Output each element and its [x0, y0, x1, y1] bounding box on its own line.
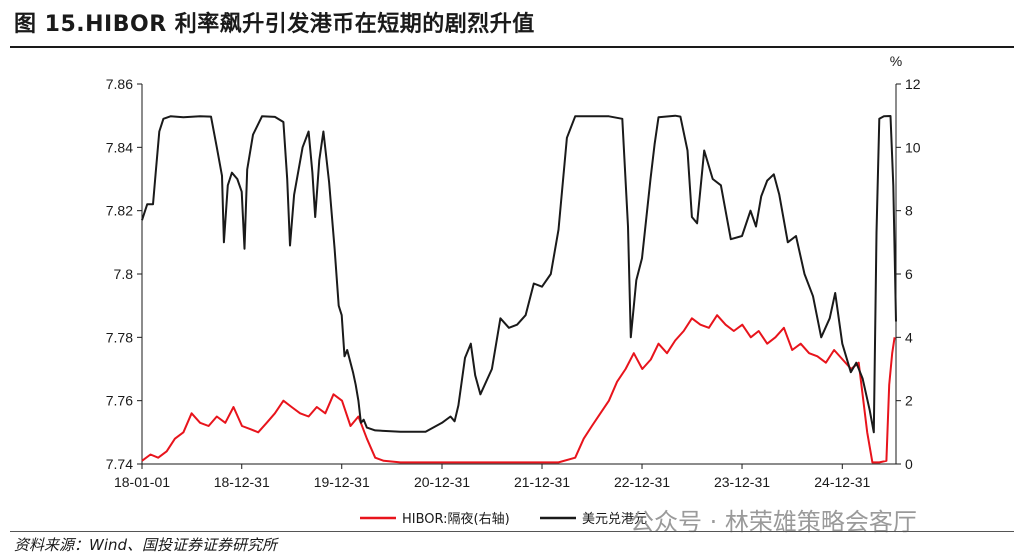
chart-legend: HIBOR:隔夜(右轴) 美元兑港元 — [360, 512, 647, 527]
legend-label-usdhkd: 美元兑港元 — [582, 512, 647, 527]
x-tick-label: 21-12-31 — [514, 474, 570, 490]
x-tick-label: 23-12-31 — [714, 474, 770, 490]
left-y-tick-label: 7.84 — [106, 139, 133, 155]
right-y-tick-label: 0 — [905, 456, 913, 472]
right-y-tick-label: 2 — [905, 393, 913, 409]
x-tick-label: 20-12-31 — [414, 474, 470, 490]
left-y-tick-label: 7.86 — [106, 76, 133, 92]
chart-series — [141, 114, 897, 464]
right-y-tick-label: 10 — [905, 139, 921, 155]
source-note: 资料来源：Wind、国投证券证券研究所 — [14, 536, 278, 554]
x-tick-label: 18-01-01 — [114, 474, 170, 490]
x-tick-label: 24-12-31 — [814, 474, 870, 490]
x-tick-label: 18-12-31 — [214, 474, 270, 490]
title-divider — [10, 46, 1014, 48]
left-y-tick-label: 7.78 — [106, 329, 133, 345]
hibor-overnight-line — [141, 314, 896, 464]
left-y-tick-label: 7.82 — [106, 203, 133, 219]
footer-divider — [10, 531, 1014, 532]
right-y-tick-label: 4 — [905, 329, 913, 345]
usd-hkd-line — [141, 114, 897, 434]
right-y-tick-label: 12 — [905, 76, 921, 92]
left-y-tick-label: 7.76 — [106, 393, 133, 409]
right-y-axis-unit-label: % — [890, 53, 902, 69]
right-y-tick-label: 6 — [905, 266, 913, 282]
chart-axes: 7.74 7.76 7.78 7.8 7.82 7.84 7.86 0 2 4 6 8 10 12% 18-… — [106, 53, 921, 490]
x-tick-label: 22-12-31 — [614, 474, 670, 490]
page-title: 图 15.HIBOR 利率飙升引发港币在短期的剧烈升值 — [14, 12, 535, 37]
right-y-tick-label: 8 — [905, 203, 913, 219]
left-y-tick-label: 7.8 — [114, 266, 134, 282]
legend-label-hibor: HIBOR:隔夜(右轴) — [402, 512, 510, 527]
x-tick-label: 19-12-31 — [314, 474, 370, 490]
left-y-tick-label: 7.74 — [106, 456, 133, 472]
